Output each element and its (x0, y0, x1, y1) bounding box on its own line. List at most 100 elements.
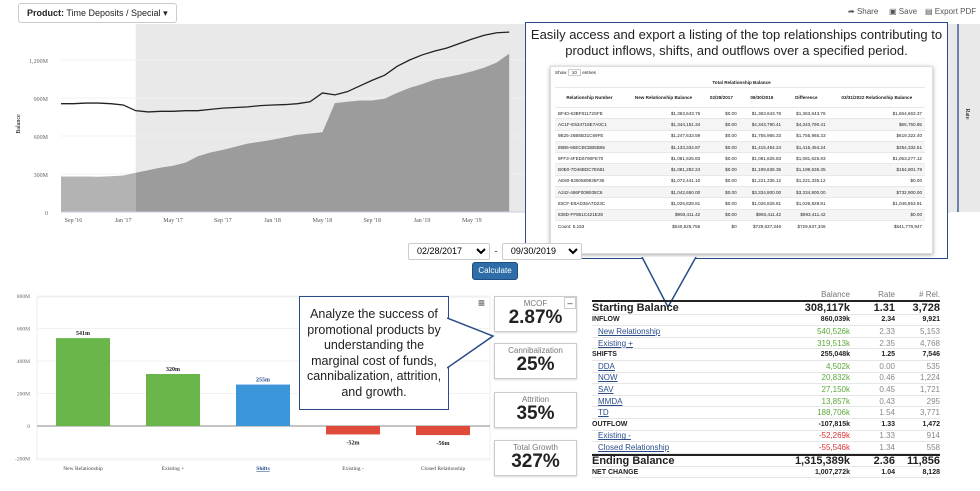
entries-select[interactable]: 10 (567, 69, 581, 76)
analyze-callout: Analyze the success of promotional produ… (299, 296, 449, 410)
table-cell: $619,322.40 (828, 129, 925, 142)
relationship-table: Show 10 entries Total Relationship Balan… (550, 66, 933, 254)
calculate-button[interactable]: Calculate (472, 262, 518, 280)
balance-area-selected (135, 53, 510, 213)
table-cell: $1,026,828.81 (623, 197, 704, 210)
metric-mcof: MCOF 2.87% – (494, 296, 577, 332)
bar-shifts (236, 384, 290, 426)
x-tick-label: Sep '18 (363, 218, 381, 224)
table-cell: $0.00 (703, 106, 740, 119)
table-cell: $3,334,800.00 (739, 186, 785, 198)
data-label: -56m (437, 441, 450, 447)
table-row: 9B25-26B6B31C69FE $1,247,633.59 $0.00 $1,75… (555, 129, 925, 142)
table-cell: $1,247,633.59 (623, 129, 704, 142)
y-tick-label: 800M (17, 294, 30, 300)
data-label: 541m (76, 331, 90, 337)
y-tick-label: 200M (17, 392, 30, 398)
table-cell: $1,081,625.83 (739, 152, 785, 164)
table-cell: $540,525,756 (623, 219, 704, 232)
y-tick-label: 0 (45, 211, 48, 217)
table-cell: $1,026,828.81 (784, 197, 829, 210)
table-cell: $1,664,663.37 (828, 106, 925, 119)
table-cell: $1,755,965.33 (784, 129, 829, 142)
column-header[interactable]: Relationship Number (555, 87, 624, 108)
inflow-item-row[interactable]: Existing +319,513k 2.35 4,768 (592, 338, 940, 350)
shift-item-row[interactable]: DDA 4,502k 0.00 535 (592, 361, 940, 373)
table-cell: $1,046,853.91 (828, 197, 925, 210)
table-cell: $1,072,441.10 (623, 174, 704, 187)
table-row: 9FF3-4FED6790FE70 $1,081,625.83 $0.00 $1,08… (555, 152, 925, 164)
table-cell: $1,081,625.83 (623, 152, 704, 164)
outflow-item-row[interactable]: Closed Relationship -55,546k 1.34 558 (592, 442, 940, 454)
outflow-item-row[interactable]: Existing - -52,269k 1.33 914 (592, 431, 940, 443)
table-cell: $1,221,335.12 (739, 174, 785, 187)
column-header[interactable]: 02/28/2017 (703, 87, 740, 108)
table-row: 83CF-E8AD35A7D23C $1,026,828.81 $0.00 $1,02… (555, 197, 925, 210)
shift-item-row[interactable]: TD 188,706k 1.54 3,771 (592, 407, 940, 419)
shift-item-row[interactable]: NOW 20,832k 0.46 1,224 (592, 373, 940, 385)
table-row: A242-486F009E08C6 $1,042,650.00 $0.00 $3,33… (555, 186, 925, 198)
y-tick-label: 900M (34, 97, 49, 103)
inflow-row: INFLOW 860,039k 2.34 9,921 (592, 315, 940, 327)
metric-attrition: Attrition 35% (494, 392, 577, 428)
column-header[interactable]: 03/31/2022 Relationship Balance (828, 87, 925, 108)
table-cell: 9FF3-4FED6790FE70 (555, 152, 624, 164)
shift-item-row[interactable]: MMDA 13,857k 0.43 295 (592, 396, 940, 408)
table-cell: $1,363,643.76 (739, 106, 785, 119)
data-label: -52m (347, 440, 360, 446)
metric-cannibalization: Cannibalization 25% (494, 343, 577, 379)
table-cell: 89B5-65ECBCBB5B65 (555, 140, 624, 153)
total-balance-line (61, 31, 510, 113)
table-cell: $1,026,828.81 (739, 197, 785, 210)
x-tick-label: May '18 (313, 218, 333, 224)
x-tick-label: Jan '18 (264, 218, 281, 224)
table-row: 838D-FF851C421E28 $993,411.42 $0.00 $993,41… (555, 208, 925, 221)
bar-closed-relationship (416, 426, 470, 436)
bar-new-relationship (56, 338, 110, 426)
export-pdf-button[interactable]: ▤ Export PDF (925, 7, 977, 16)
table-cell: $729,637,346 (784, 219, 829, 232)
table-cell: $732,900.00 (828, 186, 925, 198)
chart-menu-icon[interactable]: ≡ (478, 296, 486, 310)
column-header[interactable]: New Relationship Balance (623, 87, 704, 108)
table-cell: $1,363,643.76 (784, 106, 829, 119)
table-cell: A242-486F009E08C6 (555, 186, 624, 198)
table-row: AC1F-E534718E7A0C1 $1,344,151.34 $0.00 $4,3… (555, 118, 925, 131)
save-button[interactable]: ▣ Save (889, 7, 918, 16)
table-cell: $0.00 (828, 208, 925, 221)
table-cell: $1,081,625.83 (784, 152, 829, 164)
collapse-button[interactable]: – (564, 297, 576, 309)
table-cell: $154,901.78 (828, 163, 925, 176)
y-tick-label: 1,200M (29, 59, 49, 65)
table-cell: $1,081,282.24 (623, 163, 704, 176)
data-label: 255m (256, 378, 270, 384)
table-cell: $1,221,335.12 (784, 174, 829, 187)
date-range: 02/28/2017 - 09/30/2019 (408, 241, 582, 260)
inflow-item-row[interactable]: New Relationship 540,526k 2.33 5,153 (592, 326, 940, 338)
outflow-row: OUTFLOW -107,815k 1.33 1,472 (592, 419, 940, 431)
x-tick-label: Sep '17 (214, 218, 232, 224)
table-row: BF40-63BF81172SFE $1,363,643.76 $0.00 $1,36… (555, 106, 925, 119)
column-header[interactable]: Difference (784, 87, 829, 108)
x-tick-label[interactable]: Shifts (256, 466, 269, 472)
start-date-select[interactable]: 02/28/2017 (408, 242, 490, 260)
metric-total-growth: Total Growth 327% (494, 440, 577, 476)
y-tick-label: 0 (27, 424, 30, 430)
column-header[interactable]: 09/30/2019 (739, 87, 785, 108)
callout-tail (447, 317, 495, 369)
flow-summary-table: Balance Rate # Rel. Starting Balance 308,117… (592, 290, 940, 479)
share-button[interactable]: ➦ Share (848, 7, 879, 16)
product-dropdown[interactable]: Product: Time Deposits / Special ▾ (18, 3, 177, 23)
y-tick-label: 300M (34, 173, 49, 179)
table-row: 89B5-65ECBCBB5B65 $1,133,334.87 $0.00 $1,41… (555, 140, 925, 153)
table-cell: $729,637,346 (739, 219, 785, 232)
x-tick-label: May '17 (163, 218, 183, 224)
table-cell: 83CF-E8AD35A7D23C (555, 197, 624, 210)
table-cell: $1,199,636.35 (784, 163, 829, 176)
net-change-row: NET CHANGE 1,007,272k 1.04 8,128 (592, 467, 940, 479)
table-cell: $1,415,454.24 (739, 140, 785, 153)
end-date-select[interactable]: 09/30/2019 (501, 242, 582, 260)
table-cell: $4,343,790.41 (739, 118, 785, 131)
shift-item-row[interactable]: SAV 27,150k 0.45 1,721 (592, 384, 940, 396)
table-cell: $0 (703, 219, 740, 232)
